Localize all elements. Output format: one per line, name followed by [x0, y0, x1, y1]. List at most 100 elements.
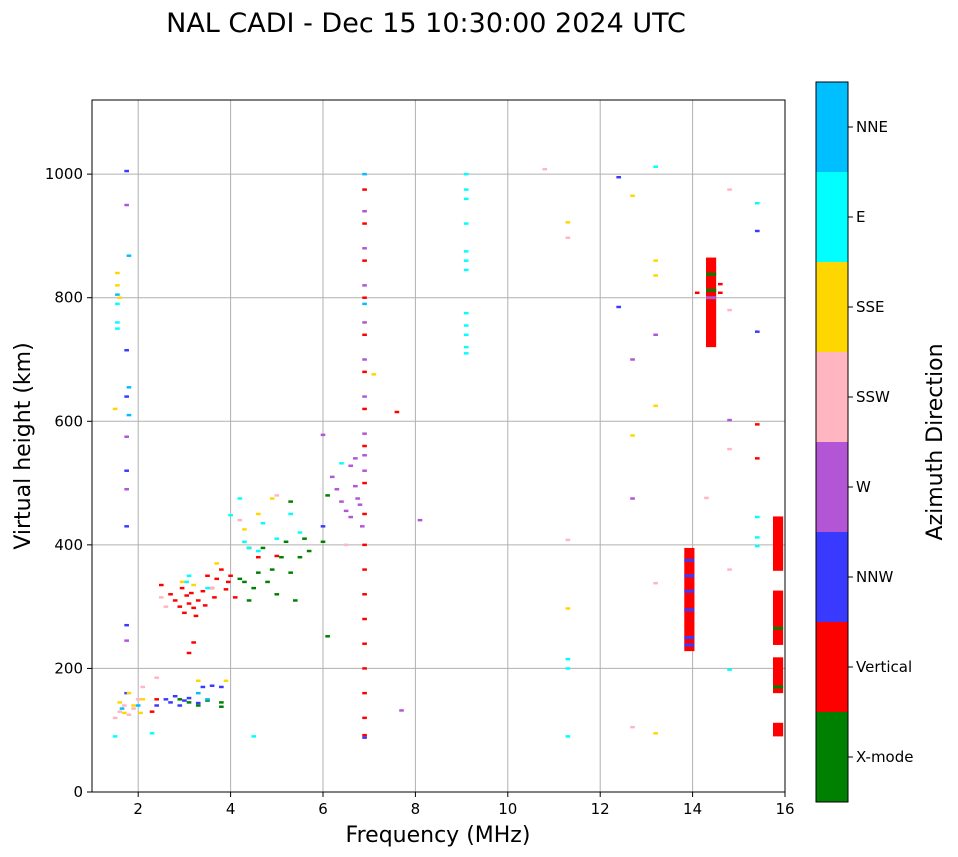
series-sse: [112, 194, 658, 735]
data-point: [274, 554, 280, 558]
data-point: [251, 586, 257, 590]
data-point: [124, 469, 129, 472]
data-point: [186, 602, 192, 605]
data-point: [653, 274, 658, 277]
data-point: [117, 296, 123, 299]
data-point: [191, 606, 196, 610]
data-point: [362, 259, 367, 262]
data-point: [362, 172, 367, 176]
y-tick-label: 1000: [45, 165, 83, 183]
data-point: [565, 538, 571, 542]
data-point: [172, 599, 178, 602]
y-axis-label: Virtual height (km): [11, 342, 36, 549]
series-nne: [115, 172, 367, 710]
data-point: [251, 735, 257, 738]
data-point: [124, 525, 129, 528]
data-point: [158, 596, 164, 599]
y-tick-label: 600: [54, 412, 83, 430]
series-nnw: [124, 169, 760, 739]
data-point: [154, 698, 159, 701]
echo-bar-overlay: [684, 636, 695, 640]
data-point: [122, 711, 127, 715]
plot-area: 2 4 6 8 10 12 14 16 0 200 400 600 800 1000: [45, 99, 795, 818]
data-point: [463, 352, 469, 355]
colorbar-segment: [816, 352, 848, 442]
x-tick-label: 14: [683, 800, 702, 818]
data-point: [122, 704, 127, 707]
data-point: [463, 250, 469, 253]
echo-bar: [684, 547, 695, 652]
data-point: [542, 167, 548, 171]
data-point: [124, 169, 129, 173]
data-point: [182, 611, 187, 615]
data-point: [124, 435, 129, 438]
data-point: [727, 447, 732, 451]
data-point: [117, 710, 123, 713]
data-point: [265, 580, 270, 584]
data-point: [371, 373, 377, 376]
data-point: [353, 457, 358, 460]
echo-bar: [772, 516, 784, 571]
data-point: [256, 549, 261, 553]
data-point: [463, 188, 469, 191]
data-point: [339, 462, 344, 465]
data-point: [362, 333, 367, 337]
series-w: [124, 203, 732, 712]
data-point: [135, 698, 141, 701]
data-point: [119, 707, 125, 710]
data-point: [246, 546, 252, 550]
data-point: [362, 568, 367, 571]
data-point: [362, 733, 367, 737]
data-point: [191, 583, 196, 587]
data-point: [325, 635, 330, 638]
data-point: [126, 691, 132, 695]
colorbar-segment: [816, 82, 848, 172]
data-point: [177, 605, 183, 608]
colorbar-segment: [816, 262, 848, 352]
data-point: [292, 599, 298, 602]
data-point: [283, 540, 289, 544]
data-point: [115, 327, 120, 330]
data-point: [212, 596, 217, 599]
x-axis-ticks: 2 4 6 8 10 12 14 16: [133, 792, 795, 818]
data-point: [219, 705, 224, 708]
data-point: [653, 404, 658, 408]
data-point: [140, 685, 146, 689]
data-point: [172, 694, 178, 698]
data-point: [191, 641, 196, 644]
data-point: [112, 407, 118, 411]
data-point: [184, 594, 190, 597]
data-point: [355, 497, 360, 500]
data-point: [115, 271, 120, 275]
data-point: [362, 209, 367, 213]
colorbar-tick-label: NNE: [856, 118, 888, 136]
data-point: [242, 540, 247, 544]
data-point: [463, 324, 469, 327]
data-point: [362, 432, 367, 435]
data-point: [202, 604, 208, 607]
data-point: [362, 222, 367, 225]
data-point: [754, 201, 760, 205]
data-point: [348, 464, 354, 468]
data-point: [348, 515, 354, 519]
data-point: [630, 497, 635, 500]
data-point: [325, 494, 330, 497]
data-point: [124, 639, 129, 642]
data-point: [362, 188, 367, 191]
data-point: [186, 701, 192, 704]
data-point: [359, 525, 365, 528]
data-point: [214, 577, 220, 581]
data-point: [463, 172, 469, 176]
data-point: [630, 434, 635, 437]
data-point: [754, 423, 760, 426]
data-point: [616, 305, 621, 309]
data-point: [237, 497, 243, 500]
data-point: [320, 540, 326, 544]
data-point: [124, 488, 129, 491]
data-point: [274, 537, 280, 540]
data-point: [727, 568, 732, 571]
data-point: [339, 500, 344, 503]
data-point: [357, 503, 363, 506]
data-point: [223, 588, 229, 591]
data-point: [362, 302, 367, 306]
